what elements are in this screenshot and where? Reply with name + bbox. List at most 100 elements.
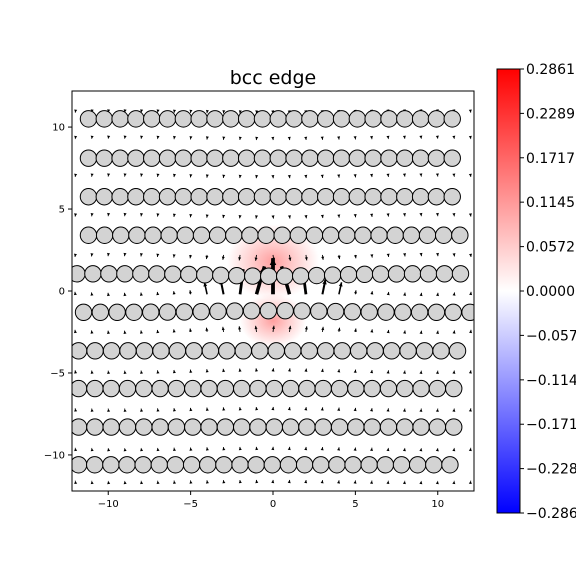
- displacement-arrow: [468, 480, 472, 485]
- atom-marker: [376, 456, 395, 474]
- atom-marker: [403, 265, 422, 283]
- atom-marker: [152, 342, 170, 360]
- y-tick-label: −5: [50, 368, 65, 379]
- displacement-arrow: [320, 480, 324, 484]
- displacement-arrow: [255, 446, 259, 451]
- atom-marker: [326, 302, 345, 321]
- atom-marker: [174, 188, 193, 206]
- displacement-arrow: [468, 173, 472, 177]
- atom-marker: [128, 226, 146, 244]
- atom-marker: [364, 188, 382, 206]
- atom-marker: [330, 418, 349, 436]
- displacement-arrow: [337, 369, 341, 373]
- displacement-arrow: [353, 447, 357, 451]
- atom-marker: [312, 456, 330, 474]
- displacement-arrow: [353, 369, 357, 373]
- atom-marker: [100, 265, 118, 283]
- atom-marker: [360, 303, 378, 321]
- displacement-arrow: [90, 370, 94, 374]
- displacement-arrow: [370, 173, 374, 178]
- displacement-arrow: [287, 136, 291, 141]
- atom-marker: [175, 303, 194, 321]
- atom-marker: [289, 226, 308, 244]
- atom-marker: [102, 456, 120, 474]
- atom-marker: [180, 265, 198, 284]
- displacement-arrow: [287, 479, 291, 484]
- displacement-arrow: [468, 370, 472, 374]
- atom-marker: [443, 110, 461, 128]
- displacement-arrow: [435, 173, 439, 177]
- displacement-arrow: [205, 447, 209, 451]
- displacement-arrow: [222, 447, 226, 451]
- displacement-arrow: [402, 173, 406, 177]
- atom-marker: [91, 303, 110, 322]
- atom-marker: [427, 110, 446, 128]
- atom-marker: [86, 456, 104, 474]
- colorbar-tick-label: −0.2861: [526, 506, 576, 522]
- atom-marker: [348, 110, 367, 128]
- atom-marker: [332, 149, 351, 167]
- atom-marker: [354, 226, 372, 244]
- displacement-arrow: [435, 330, 439, 334]
- atom-marker: [86, 418, 104, 436]
- atom-marker: [84, 265, 102, 283]
- atom-marker: [206, 110, 224, 128]
- atom-marker: [349, 342, 368, 360]
- atom-marker: [79, 110, 98, 128]
- displacement-arrow: [90, 253, 94, 257]
- atom-marker: [174, 149, 193, 167]
- displacement-arrow: [370, 254, 374, 258]
- atom-marker: [419, 265, 438, 283]
- colorbar-tick-label: 0.0572: [526, 240, 575, 256]
- atom-marker: [332, 188, 351, 206]
- atom-marker: [276, 302, 294, 320]
- atom-marker: [247, 456, 265, 474]
- atom-marker: [222, 188, 240, 206]
- displacement-arrow: [337, 327, 341, 333]
- displacement-arrow: [288, 254, 292, 261]
- atom-marker: [263, 456, 282, 474]
- atom-marker: [72, 418, 88, 436]
- atom-marker: [363, 418, 381, 436]
- atom-marker: [184, 379, 202, 398]
- atom-marker: [127, 110, 145, 128]
- displacement-arrow: [271, 446, 275, 451]
- displacement-arrow: [321, 326, 325, 333]
- atom-marker: [168, 342, 187, 360]
- atom-marker: [231, 456, 249, 474]
- displacement-arrow: [238, 368, 242, 372]
- atom-marker: [226, 302, 244, 320]
- atom-marker: [209, 302, 227, 321]
- atom-marker: [218, 342, 236, 360]
- atom-marker: [127, 149, 145, 167]
- atom-marker: [232, 379, 251, 398]
- displacement-arrow: [304, 254, 308, 261]
- atom-marker: [444, 303, 462, 322]
- displacement-arrow: [287, 215, 291, 219]
- atom-marker: [323, 266, 342, 284]
- atom-marker: [321, 226, 340, 244]
- atom-marker: [241, 226, 259, 244]
- atom-marker: [158, 149, 177, 167]
- displacement-arrow: [107, 135, 111, 139]
- displacement-arrow: [370, 447, 373, 452]
- atom-marker: [377, 303, 395, 321]
- displacement-arrow: [452, 173, 456, 177]
- atom-marker: [251, 342, 269, 360]
- atom-marker: [382, 342, 401, 360]
- atom-marker: [281, 418, 300, 436]
- displacement-arrow: [386, 253, 390, 257]
- displacement-arrow: [90, 213, 94, 217]
- atom-marker: [293, 302, 311, 320]
- displacement-arrow: [271, 368, 275, 372]
- displacement-arrow: [402, 480, 406, 485]
- atom-marker: [281, 379, 300, 398]
- displacement-arrow: [205, 254, 209, 260]
- displacement-arrow: [353, 407, 357, 412]
- atom-marker: [427, 188, 446, 206]
- atom-marker: [396, 188, 414, 206]
- displacement-arrow: [172, 369, 176, 374]
- atom-marker: [259, 301, 278, 320]
- atom-marker: [301, 149, 319, 167]
- displacement-arrow: [123, 330, 127, 335]
